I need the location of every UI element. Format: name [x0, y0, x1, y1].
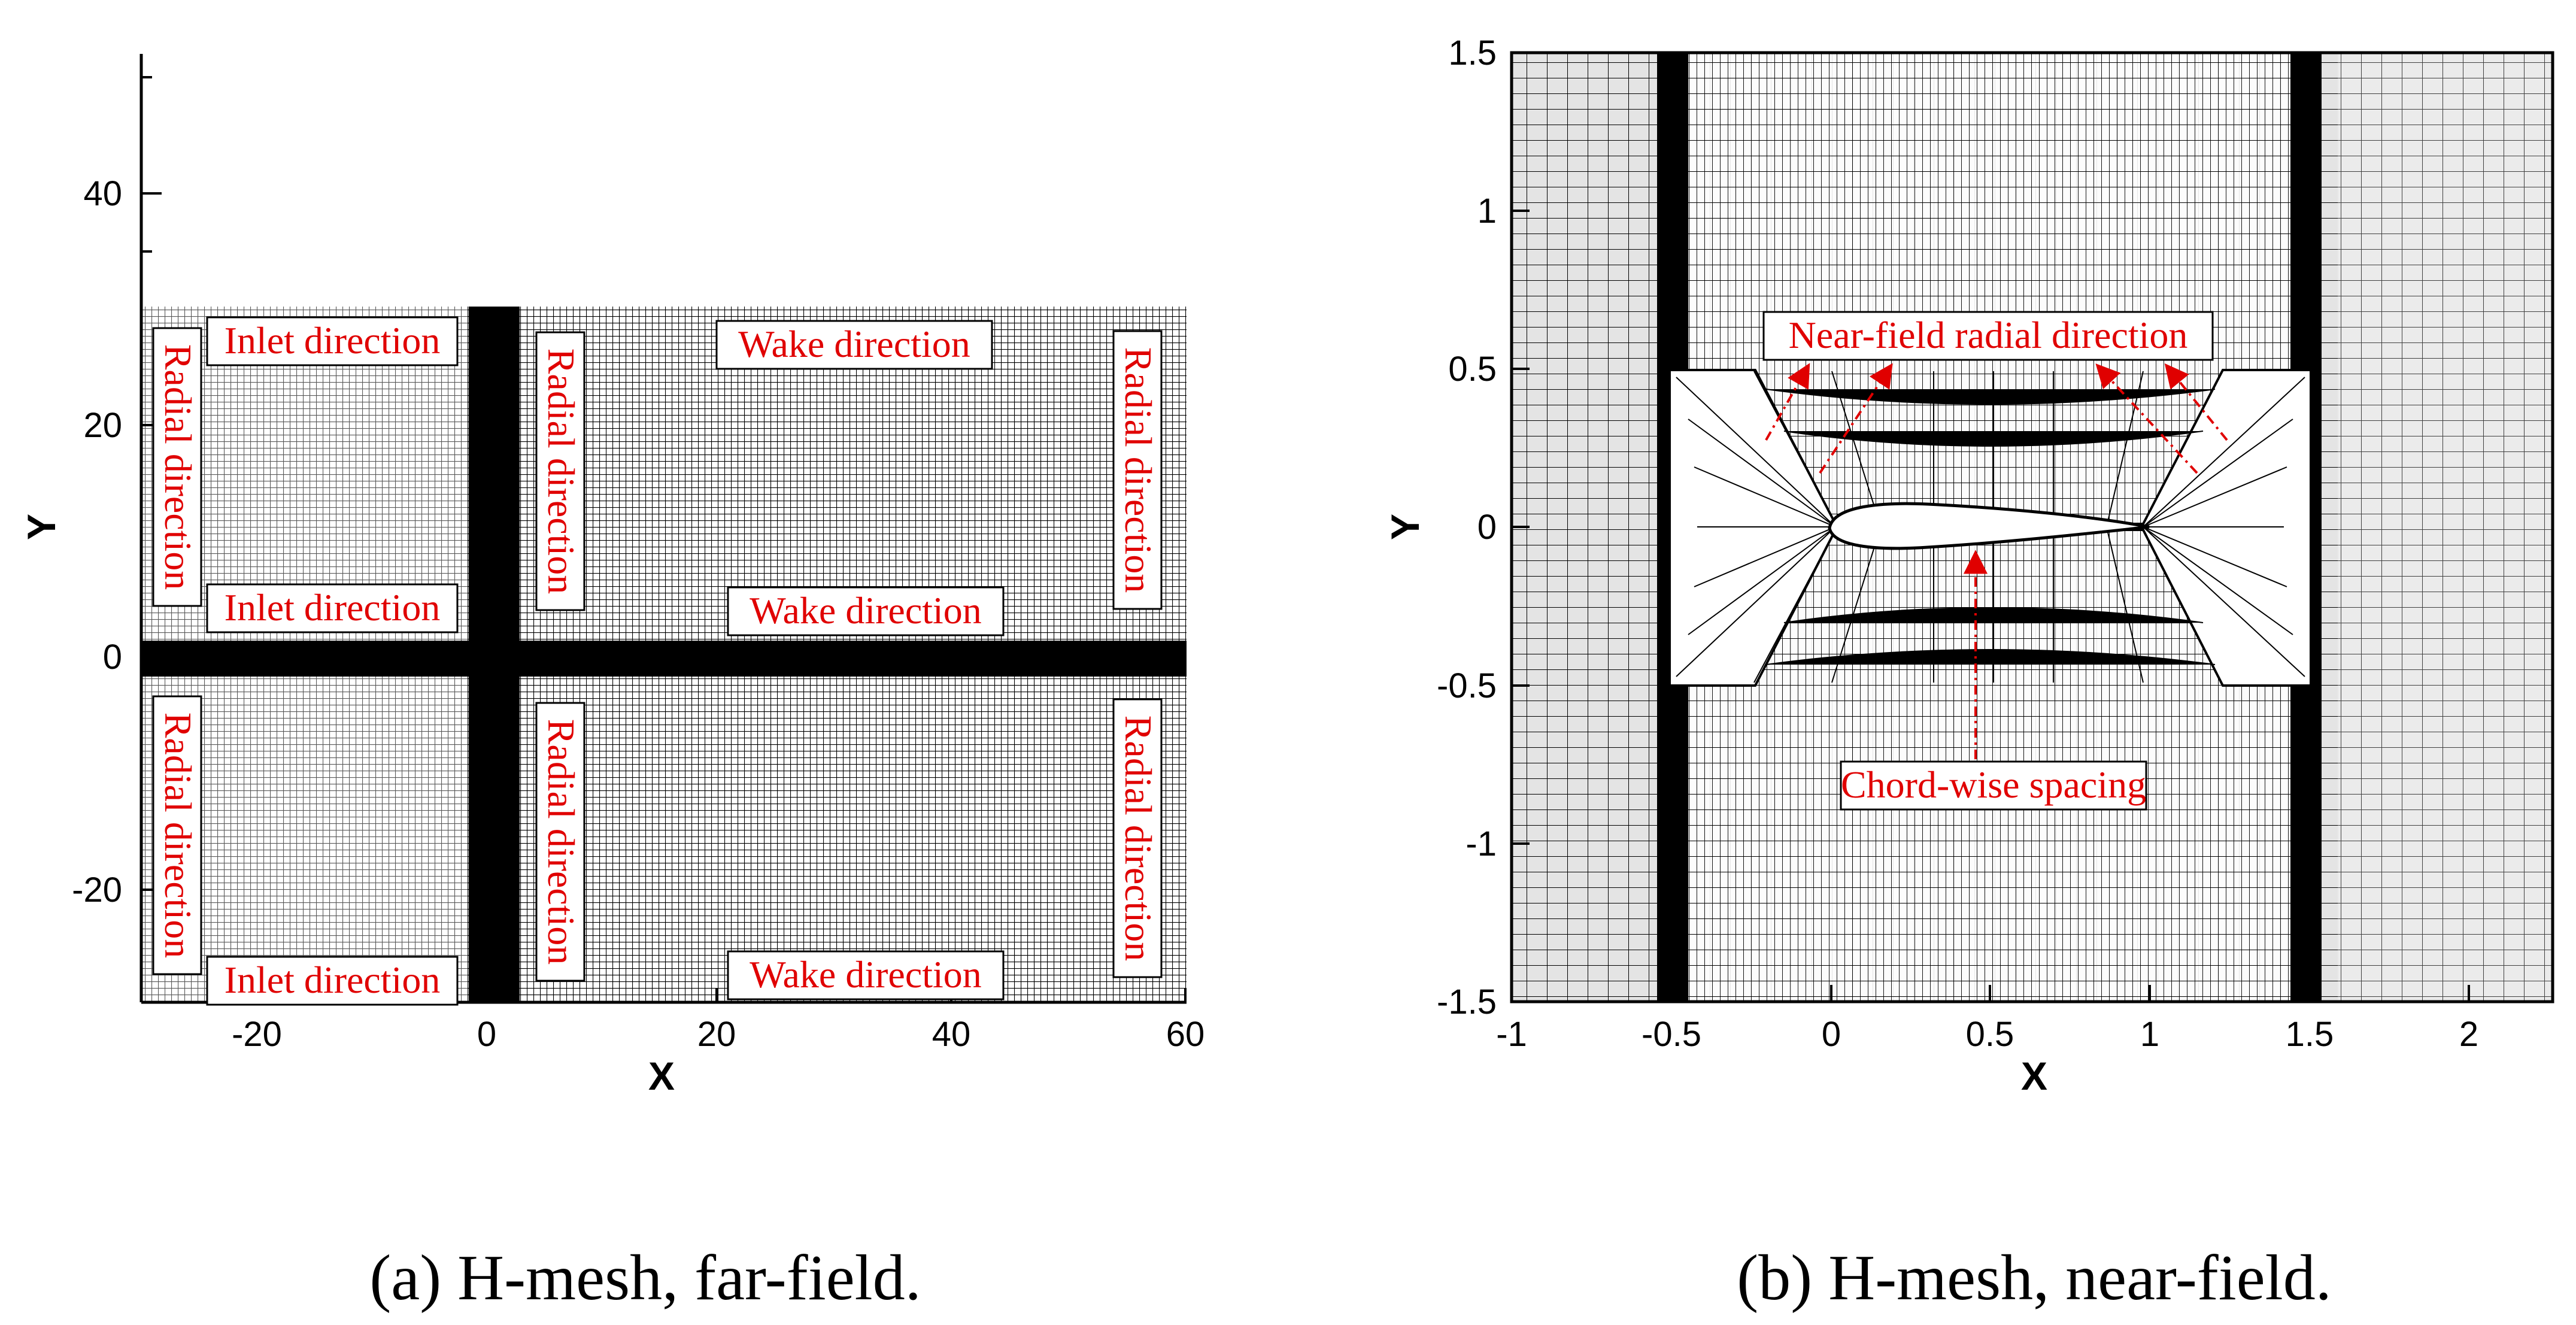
x-tick-b-minus-0.5: -0.5	[1642, 1015, 1701, 1054]
svg-text:Near-field radial direction: Near-field radial direction	[1789, 314, 2188, 356]
x-tick-b-minus-1: -1	[1496, 1015, 1527, 1054]
airfoil	[1828, 502, 2150, 550]
caption-b: (b) H-mesh, near-field.	[1737, 1242, 2331, 1314]
inlet-label-bottom: Inlet direction	[206, 956, 459, 1006]
x-axis-label-a: X	[648, 1054, 675, 1098]
y-tick-b-1.5: 1.5	[1448, 34, 1497, 72]
x-tick-b-1.5: 1.5	[2286, 1015, 2334, 1054]
svg-text:Wake direction: Wake direction	[750, 589, 982, 632]
svg-text:Chord-wise spacing: Chord-wise spacing	[1841, 763, 2146, 806]
inlet-label-mid: Inlet direction	[206, 583, 459, 633]
svg-text:Radial direction: Radial direction	[157, 344, 199, 590]
y-tick-b-0: 0	[1477, 508, 1497, 547]
x-tick-b-2: 2	[2459, 1015, 2478, 1054]
inlet-label-top: Inlet direction	[206, 316, 459, 366]
butterfly-radial-lines	[1676, 371, 2305, 683]
y-tick-20: 20	[83, 406, 122, 445]
radial-arrows	[1765, 363, 2228, 474]
wake-label-mid: Wake direction	[727, 586, 1005, 636]
y-tick-b-minus-1.5: -1.5	[1437, 983, 1497, 1021]
svg-text:Radial direction: Radial direction	[157, 712, 199, 959]
x-axis-label-b: X	[2021, 1054, 2047, 1098]
x-tick-b-0.5: 0.5	[1966, 1015, 2014, 1054]
x-tick-60: 60	[1166, 1015, 1205, 1054]
y-tick-0: 0	[103, 638, 122, 677]
wake-label-bottom: Wake direction	[727, 950, 1005, 1000]
y-tick-b-1: 1	[1477, 192, 1497, 231]
y-tick-b-0.5: 0.5	[1448, 350, 1497, 389]
svg-text:Wake direction: Wake direction	[738, 323, 970, 365]
svg-text:Radial direction: Radial direction	[1117, 715, 1160, 962]
radial-label-left-top: Radial direction	[152, 327, 202, 607]
x-ticks-b	[1510, 985, 2470, 1002]
radial-label-left-bottom: Radial direction	[152, 695, 202, 975]
near-field-light-right	[2338, 53, 2553, 1002]
panel-a: 40 20 0 -20 -20 0 20 40 60 X Y Inlet dir…	[19, 54, 1204, 1314]
radial-label-right-bottom: Radial direction	[1112, 698, 1163, 978]
svg-text:Inlet direction: Inlet direction	[224, 959, 441, 1001]
y-tick-b-minus-0.5: -0.5	[1437, 666, 1497, 705]
x-tick-20: 20	[697, 1015, 736, 1054]
svg-text:Radial direction: Radial direction	[1117, 347, 1160, 593]
radial-annotation: Near-field radial direction	[1762, 311, 2214, 361]
horizontal-dense-band	[141, 641, 1187, 677]
radial-label-mid-top: Radial direction	[535, 331, 585, 611]
y-tick-minus-20: -20	[72, 871, 122, 909]
x-tick-0: 0	[477, 1015, 496, 1054]
radial-label-mid-bottom: Radial direction	[535, 702, 585, 982]
svg-text:Inlet direction: Inlet direction	[224, 319, 441, 362]
caption-a: (a) H-mesh, far-field.	[369, 1242, 921, 1314]
svg-text:Inlet direction: Inlet direction	[224, 586, 441, 629]
wake-label-top: Wake direction	[715, 320, 993, 370]
y-tick-40: 40	[83, 174, 122, 213]
y-tick-b-minus-1: -1	[1466, 824, 1497, 863]
y-axis-label-b: Y	[1383, 514, 1427, 540]
x-tick-minus-20: -20	[232, 1015, 282, 1054]
x-tick-40: 40	[932, 1015, 971, 1054]
chord-annotation: Chord-wise spacing	[1840, 760, 2147, 811]
x-tick-b-0: 0	[1822, 1015, 1841, 1054]
svg-text:Wake direction: Wake direction	[750, 953, 982, 996]
svg-text:Radial direction: Radial direction	[540, 348, 582, 595]
x-tick-b-1: 1	[2140, 1015, 2159, 1054]
panel-b: Near-field radial direction Chord-wise s…	[1383, 34, 2554, 1314]
y-axis-label-a: Y	[19, 514, 63, 540]
radial-label-right-top: Radial direction	[1112, 330, 1163, 610]
svg-text:Radial direction: Radial direction	[540, 719, 582, 965]
y-ticks-b	[1512, 51, 1530, 1003]
